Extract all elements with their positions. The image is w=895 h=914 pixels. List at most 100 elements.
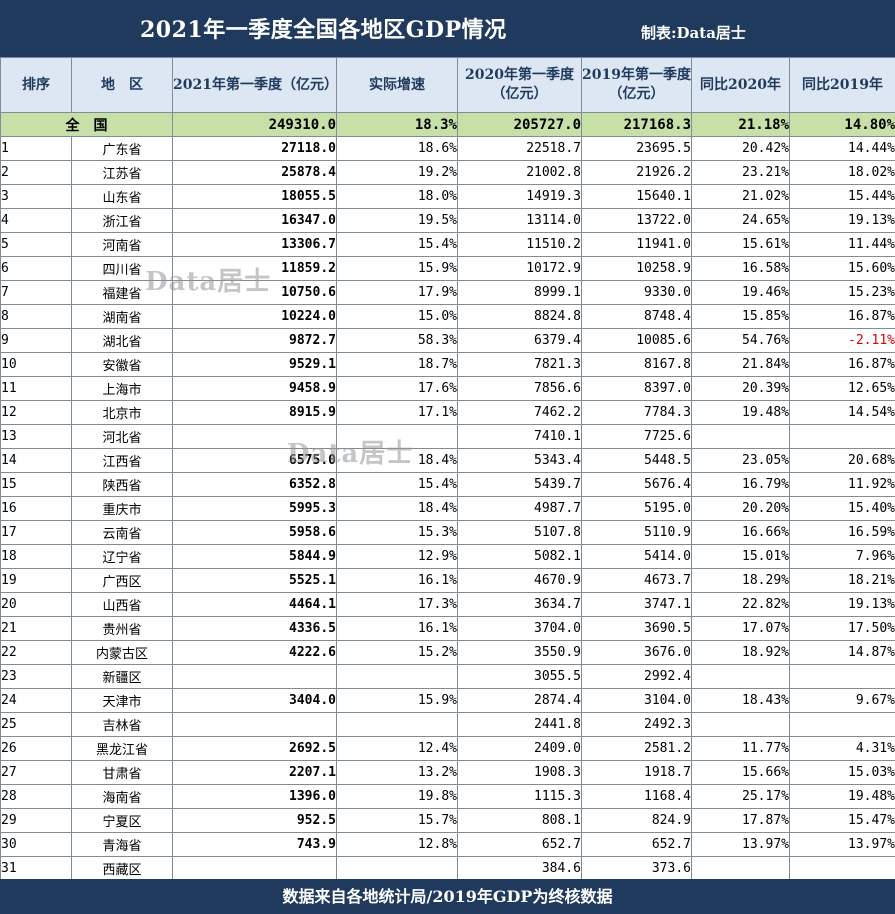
yoy-2020-cell[interactable]: 19.48%: [691, 400, 790, 425]
gdp-2021-cell[interactable]: 8915.9: [172, 400, 337, 425]
rank-cell[interactable]: 16: [0, 496, 72, 521]
growth-cell[interactable]: 15.0%: [336, 304, 458, 329]
gdp-2019-cell[interactable]: 13722.0: [581, 208, 692, 233]
yoy-2019-cell[interactable]: 15.47%: [789, 808, 895, 833]
rank-cell[interactable]: 18: [0, 544, 72, 569]
rank-cell[interactable]: 27: [0, 760, 72, 785]
yoy-2019-cell[interactable]: 13.97%: [789, 832, 895, 857]
gdp-2019-cell[interactable]: 8397.0: [581, 376, 692, 401]
growth-cell[interactable]: 18.0%: [336, 184, 458, 209]
yoy-2020-cell[interactable]: 25.17%: [691, 784, 790, 809]
growth-cell[interactable]: 58.3%: [336, 328, 458, 353]
rank-cell[interactable]: 15: [0, 472, 72, 497]
yoy-2019-cell[interactable]: 15.44%: [789, 184, 895, 209]
region-cell[interactable]: 重庆市: [71, 496, 173, 521]
growth-cell[interactable]: [336, 664, 458, 689]
yoy-2019-cell[interactable]: 7.96%: [789, 544, 895, 569]
gdp-2021-cell[interactable]: 9458.9: [172, 376, 337, 401]
gdp-2020-cell[interactable]: 7410.1: [457, 424, 582, 449]
growth-cell[interactable]: 12.9%: [336, 544, 458, 569]
national-yoy-2019[interactable]: 14.80%: [789, 112, 895, 137]
gdp-2021-cell[interactable]: 18055.5: [172, 184, 337, 209]
rank-cell[interactable]: 29: [0, 808, 72, 833]
growth-cell[interactable]: 18.6%: [336, 136, 458, 161]
gdp-2021-cell[interactable]: 952.5: [172, 808, 337, 833]
gdp-2021-cell[interactable]: 11859.2: [172, 256, 337, 281]
gdp-2019-cell[interactable]: 2992.4: [581, 664, 692, 689]
gdp-2019-cell[interactable]: 11941.0: [581, 232, 692, 257]
rank-cell[interactable]: 13: [0, 424, 72, 449]
gdp-2019-cell[interactable]: 2492.3: [581, 712, 692, 737]
gdp-2019-cell[interactable]: 5195.0: [581, 496, 692, 521]
rank-cell[interactable]: 30: [0, 832, 72, 857]
gdp-2020-cell[interactable]: 3634.7: [457, 592, 582, 617]
rank-cell[interactable]: 4: [0, 208, 72, 233]
rank-cell[interactable]: 26: [0, 736, 72, 761]
region-cell[interactable]: 湖北省: [71, 328, 173, 353]
gdp-2021-cell[interactable]: 16347.0: [172, 208, 337, 233]
yoy-2020-cell[interactable]: 20.20%: [691, 496, 790, 521]
yoy-2020-cell[interactable]: 15.66%: [691, 760, 790, 785]
yoy-2020-cell[interactable]: 21.84%: [691, 352, 790, 377]
gdp-2020-cell[interactable]: 3550.9: [457, 640, 582, 665]
gdp-2021-cell[interactable]: [172, 664, 337, 689]
gdp-2020-cell[interactable]: 1908.3: [457, 760, 582, 785]
rank-cell[interactable]: 14: [0, 448, 72, 473]
yoy-2019-cell[interactable]: 14.54%: [789, 400, 895, 425]
gdp-2021-cell[interactable]: [172, 712, 337, 737]
growth-cell[interactable]: 15.3%: [336, 520, 458, 545]
gdp-2020-cell[interactable]: 8999.1: [457, 280, 582, 305]
region-cell[interactable]: 甘肃省: [71, 760, 173, 785]
gdp-2020-cell[interactable]: 6379.4: [457, 328, 582, 353]
gdp-2019-cell[interactable]: 1918.7: [581, 760, 692, 785]
yoy-2019-cell[interactable]: 4.31%: [789, 736, 895, 761]
gdp-2021-cell[interactable]: 3404.0: [172, 688, 337, 713]
yoy-2019-cell[interactable]: 14.87%: [789, 640, 895, 665]
growth-cell[interactable]: 18.7%: [336, 352, 458, 377]
gdp-2021-cell[interactable]: 4464.1: [172, 592, 337, 617]
region-cell[interactable]: 江西省: [71, 448, 173, 473]
header-gdp-2021[interactable]: 2021年第一季度（亿元）: [172, 57, 337, 113]
growth-cell[interactable]: 16.1%: [336, 616, 458, 641]
region-cell[interactable]: 西藏区: [71, 856, 173, 881]
gdp-2020-cell[interactable]: 10172.9: [457, 256, 582, 281]
growth-cell[interactable]: 17.3%: [336, 592, 458, 617]
yoy-2019-cell[interactable]: 17.50%: [789, 616, 895, 641]
rank-cell[interactable]: 25: [0, 712, 72, 737]
gdp-2020-cell[interactable]: 4987.7: [457, 496, 582, 521]
rank-cell[interactable]: 7: [0, 280, 72, 305]
yoy-2020-cell[interactable]: 20.42%: [691, 136, 790, 161]
gdp-2021-cell[interactable]: 9872.7: [172, 328, 337, 353]
yoy-2019-cell[interactable]: 12.65%: [789, 376, 895, 401]
yoy-2019-cell[interactable]: 14.44%: [789, 136, 895, 161]
region-cell[interactable]: 山西省: [71, 592, 173, 617]
region-cell[interactable]: 山东省: [71, 184, 173, 209]
gdp-2019-cell[interactable]: 3104.0: [581, 688, 692, 713]
gdp-2020-cell[interactable]: 1115.3: [457, 784, 582, 809]
rank-cell[interactable]: 31: [0, 856, 72, 881]
region-cell[interactable]: 江苏省: [71, 160, 173, 185]
yoy-2019-cell[interactable]: [789, 712, 895, 737]
yoy-2019-cell[interactable]: 18.02%: [789, 160, 895, 185]
region-cell[interactable]: 新疆区: [71, 664, 173, 689]
header-gdp-2020[interactable]: 2020年第一季度（亿元）: [457, 57, 582, 113]
gdp-2020-cell[interactable]: 2874.4: [457, 688, 582, 713]
growth-cell[interactable]: 19.2%: [336, 160, 458, 185]
gdp-2021-cell[interactable]: 13306.7: [172, 232, 337, 257]
yoy-2020-cell[interactable]: 23.21%: [691, 160, 790, 185]
yoy-2020-cell[interactable]: 15.85%: [691, 304, 790, 329]
region-cell[interactable]: 上海市: [71, 376, 173, 401]
yoy-2020-cell[interactable]: 18.43%: [691, 688, 790, 713]
yoy-2019-cell[interactable]: 15.03%: [789, 760, 895, 785]
gdp-2019-cell[interactable]: 8167.8: [581, 352, 692, 377]
gdp-2021-cell[interactable]: [172, 856, 337, 881]
gdp-2021-cell[interactable]: 25878.4: [172, 160, 337, 185]
region-cell[interactable]: 陕西省: [71, 472, 173, 497]
gdp-2019-cell[interactable]: 10258.9: [581, 256, 692, 281]
growth-cell[interactable]: 18.4%: [336, 496, 458, 521]
gdp-2020-cell[interactable]: 2441.8: [457, 712, 582, 737]
growth-cell[interactable]: 17.6%: [336, 376, 458, 401]
gdp-2021-cell[interactable]: 4336.5: [172, 616, 337, 641]
rank-cell[interactable]: 10: [0, 352, 72, 377]
region-cell[interactable]: 青海省: [71, 832, 173, 857]
